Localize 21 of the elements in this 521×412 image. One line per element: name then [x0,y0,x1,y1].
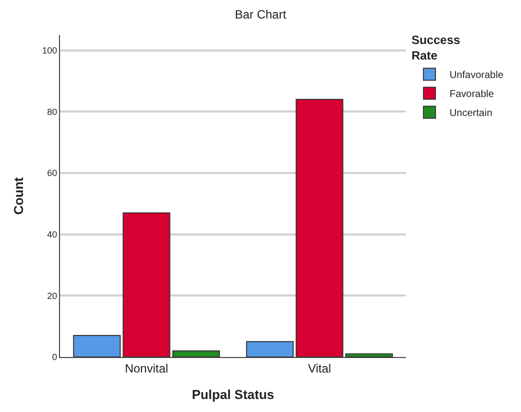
bar [345,353,393,357]
bar [246,341,294,357]
bar [296,98,344,357]
y-tick-label: 20 [47,290,58,301]
x-tick-label: Vital [308,361,332,376]
legend-label: Unfavorable [449,70,504,82]
x-tick-label: Nonvital [124,361,168,376]
legend-label: Favorable [449,89,494,100]
chart-title: Bar Chart [234,8,287,22]
legend-label: Uncertain [449,108,492,120]
bar [122,212,170,357]
y-tick-label: 60 [47,168,58,178]
bar [73,335,121,357]
y-axis-title: Count [11,176,26,215]
legend-title: Success Rate [411,33,460,63]
y-tick-label: 0 [52,352,58,362]
y-tick-label: 100 [42,45,58,56]
y-tick-label: 40 [47,229,58,240]
x-axis-title: Pulpal Status [192,387,274,402]
y-tick-label: 80 [47,106,58,117]
bar [172,350,220,357]
